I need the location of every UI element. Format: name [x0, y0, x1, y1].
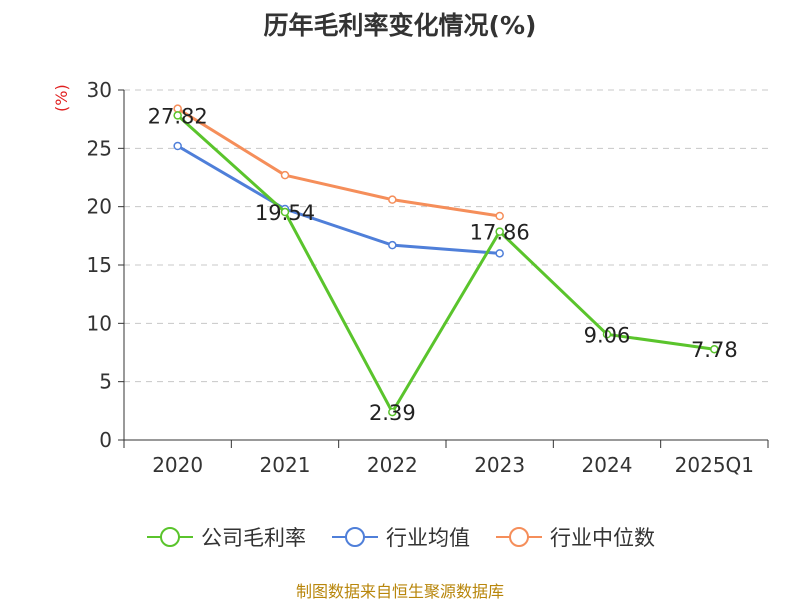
data-point: [173, 141, 182, 151]
series-line-1: [176, 114, 715, 414]
data-point: [280, 207, 290, 217]
legend-item[interactable]: 行业中位数: [494, 522, 655, 552]
data-point: [173, 111, 182, 120]
data-label: 19.54: [255, 201, 315, 225]
data-source-note: 制图数据来自恒生聚源数据库: [295, 582, 504, 601]
data-point: [495, 211, 504, 221]
data-label: 27.82: [148, 104, 208, 128]
data-point: [495, 249, 504, 258]
y-tick-label: 5: [99, 370, 112, 394]
legend-item[interactable]: 行业均值: [330, 522, 470, 552]
x-tick-label: 2025Q1: [675, 453, 754, 477]
data-label: 17.86: [470, 221, 530, 245]
data-label: 2.39: [369, 401, 416, 425]
y-tick-label: 10: [87, 311, 112, 335]
x-tick-label: 2021: [260, 453, 311, 477]
y-tick-label: 20: [87, 195, 112, 219]
legend-line-marker-icon: [332, 527, 378, 547]
data-point: [388, 240, 397, 250]
series-line-3: [176, 107, 500, 218]
x-tick-label: 2022: [367, 453, 418, 477]
legend-item[interactable]: 公司毛利率: [145, 522, 306, 552]
legend-label: 行业中位数: [550, 526, 655, 550]
x-tick-label: 2020: [152, 453, 203, 477]
y-tick-label: 0: [99, 428, 112, 452]
data-point: [710, 344, 719, 354]
data-point: [388, 195, 397, 204]
chart-title: 历年毛利率变化情况(%): [263, 11, 537, 40]
legend-line-marker-icon: [147, 527, 193, 547]
legend-label: 行业均值: [386, 526, 470, 550]
data-point: [495, 227, 504, 236]
y-tick-label: 25: [87, 136, 112, 160]
data-point: [388, 407, 397, 417]
y-tick-label: 15: [87, 253, 112, 277]
legend-line-marker-icon: [496, 527, 542, 547]
x-tick-label: 2023: [474, 453, 525, 477]
data-point: [602, 330, 612, 339]
data-label: 9.06: [584, 323, 631, 347]
chart-legend: 公司毛利率 行业均值 行业中位数: [0, 522, 800, 552]
legend-label: 公司毛利率: [201, 526, 306, 550]
data-label: 7.78: [691, 338, 738, 362]
series-line-2: [176, 144, 500, 255]
x-tick-label: 2024: [582, 453, 633, 477]
data-point: [280, 170, 290, 180]
y-tick-label: 30: [87, 78, 112, 102]
